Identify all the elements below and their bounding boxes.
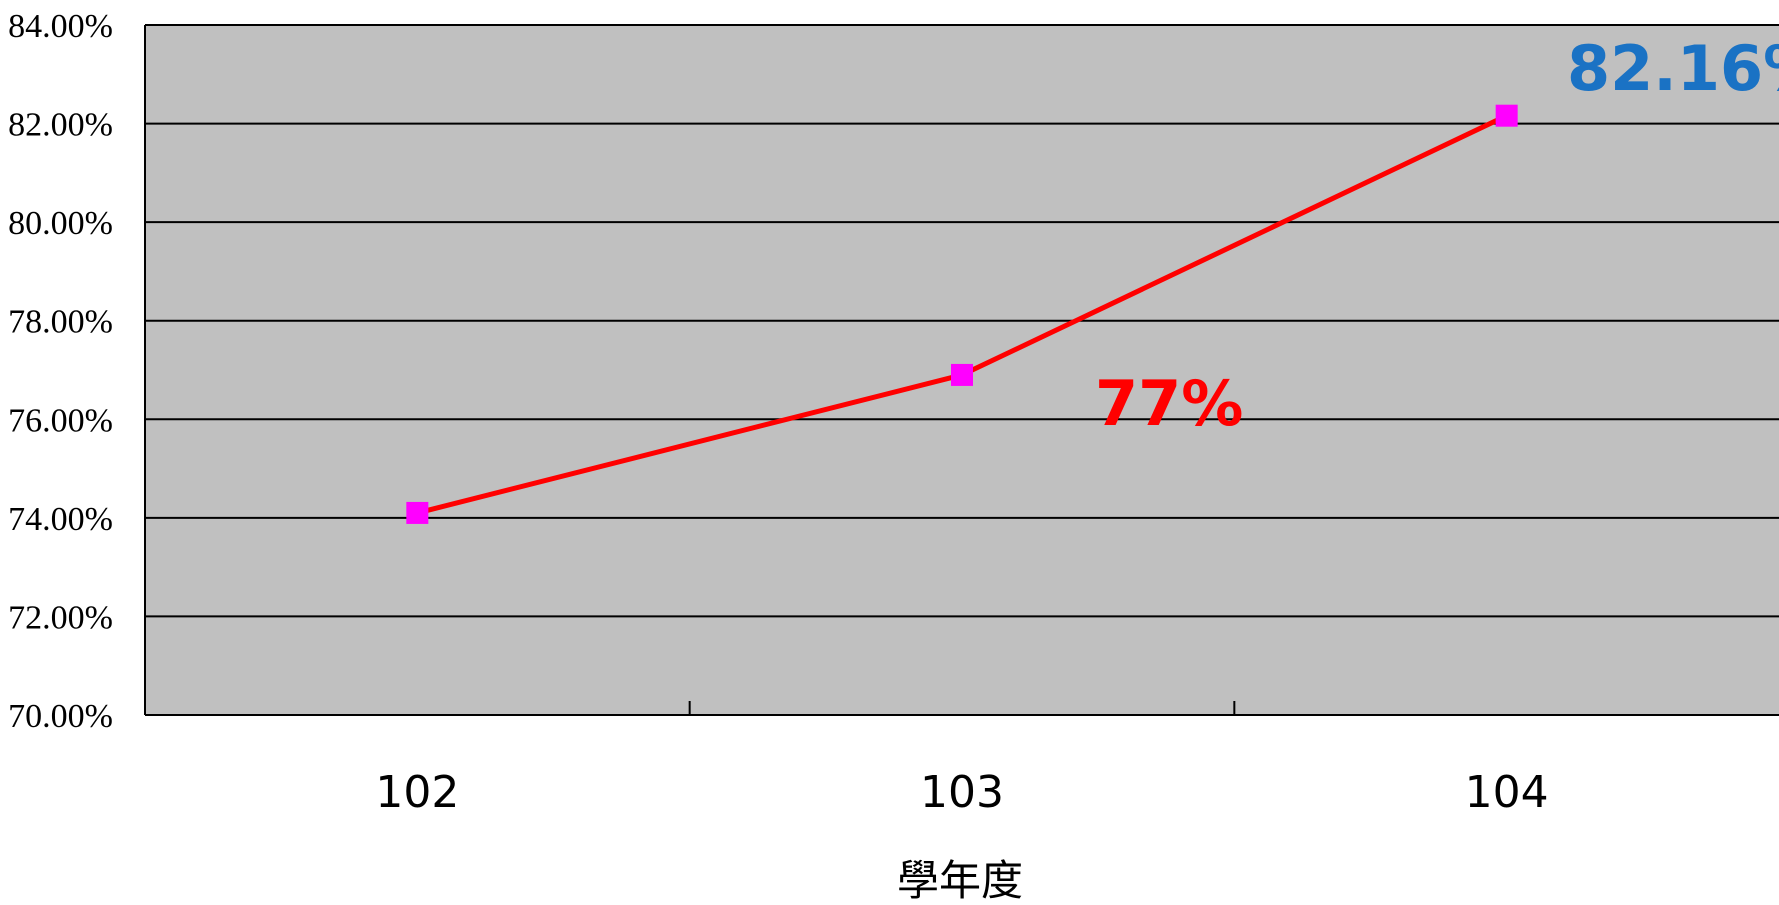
x-tick-label: 102	[375, 767, 459, 818]
annotation-77-percent: 77%	[1095, 367, 1243, 440]
y-tick-label: 82.00%	[8, 107, 113, 144]
y-tick-label: 84.00%	[8, 8, 113, 45]
series-layer	[406, 104, 1518, 524]
annotation-82-16-percent: 82.16%	[1567, 32, 1779, 105]
y-tick-label: 80.00%	[8, 205, 113, 242]
x-tick-label: 103	[920, 767, 1004, 818]
y-tick-label: 78.00%	[8, 304, 113, 341]
y-tick-label: 76.00%	[8, 402, 113, 439]
y-tick-label: 74.00%	[8, 501, 113, 538]
x-tick-label: 104	[1465, 767, 1549, 818]
x-axis-title: 學年度	[897, 856, 1023, 905]
data-point-marker	[951, 363, 973, 386]
y-tick-label: 70.00%	[8, 698, 113, 735]
tick-labels: 70.00% 72.00% 74.00% 76.00% 78.00% 80.00% 82.0…	[8, 8, 1548, 818]
data-point-marker	[1495, 104, 1518, 127]
y-tick-label: 72.00%	[8, 599, 113, 636]
axes	[144, 25, 1779, 716]
data-point-marker	[406, 501, 429, 524]
